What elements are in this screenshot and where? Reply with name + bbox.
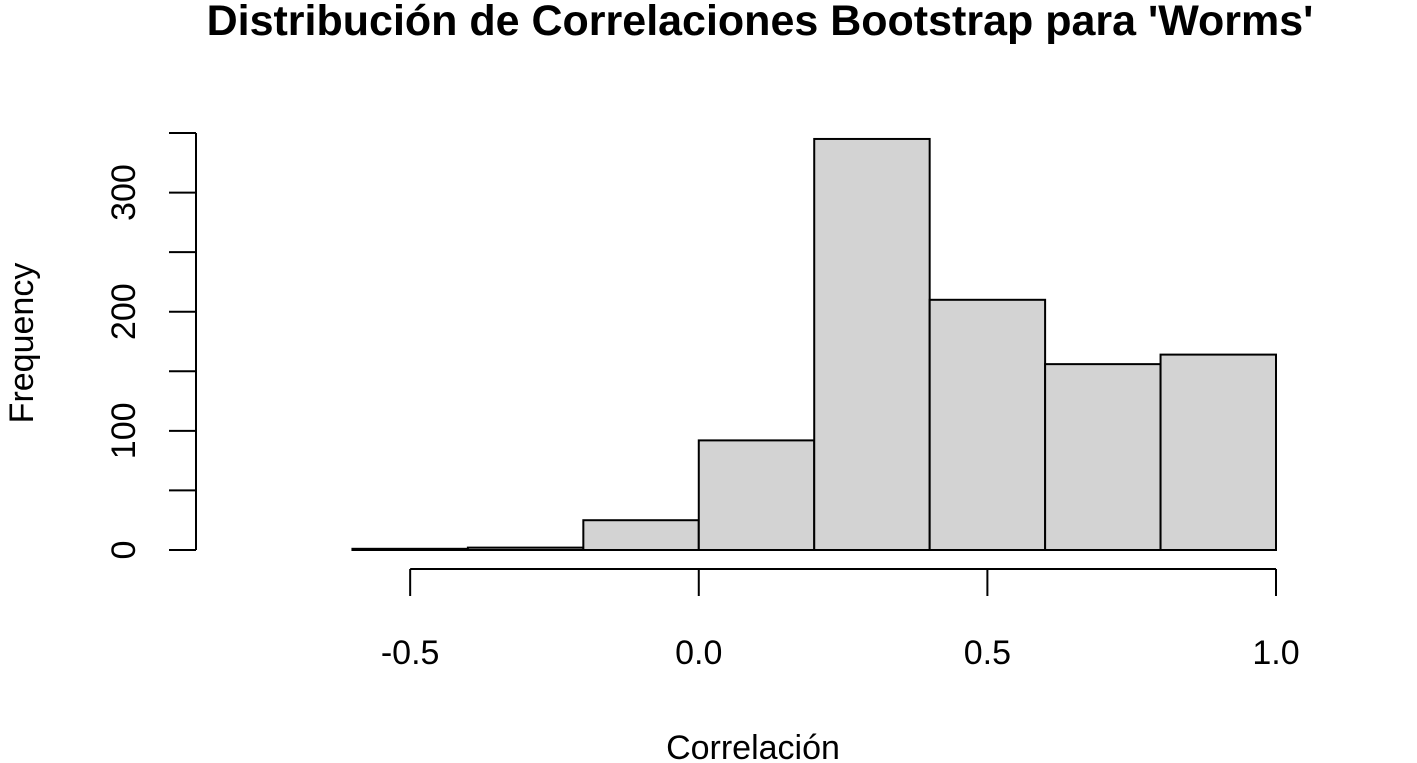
histogram-bar (351, 547, 469, 552)
x-axis: -0.5 0.0 0.5 1.0 (381, 568, 1300, 672)
x-tick-label: 0.5 (964, 634, 1011, 672)
y-tick-label: 200 (105, 283, 143, 340)
y-axis-label: Frequency (3, 263, 41, 424)
chart-title: Distribución de Correlaciones Bootstrap … (207, 0, 1314, 45)
histogram-bar (697, 439, 816, 552)
y-tick-label: 100 (105, 402, 143, 459)
bars-group (351, 137, 1277, 552)
histogram-bar (1044, 363, 1162, 551)
x-axis-label: Correlación (666, 729, 840, 763)
y-tick-label: 300 (105, 164, 143, 221)
y-axis: 0 100 200 300 (105, 132, 197, 560)
x-tick-label: -0.5 (381, 634, 440, 672)
histogram-bar (813, 137, 931, 551)
histogram-bar (928, 298, 1047, 551)
histogram-bar (582, 519, 700, 552)
histogram-bar (1159, 353, 1277, 551)
x-tick-label: 0.0 (675, 634, 722, 672)
y-tick-label: 0 (105, 541, 143, 560)
histogram-bar (466, 546, 585, 551)
x-tick-label: 1.0 (1252, 634, 1299, 672)
